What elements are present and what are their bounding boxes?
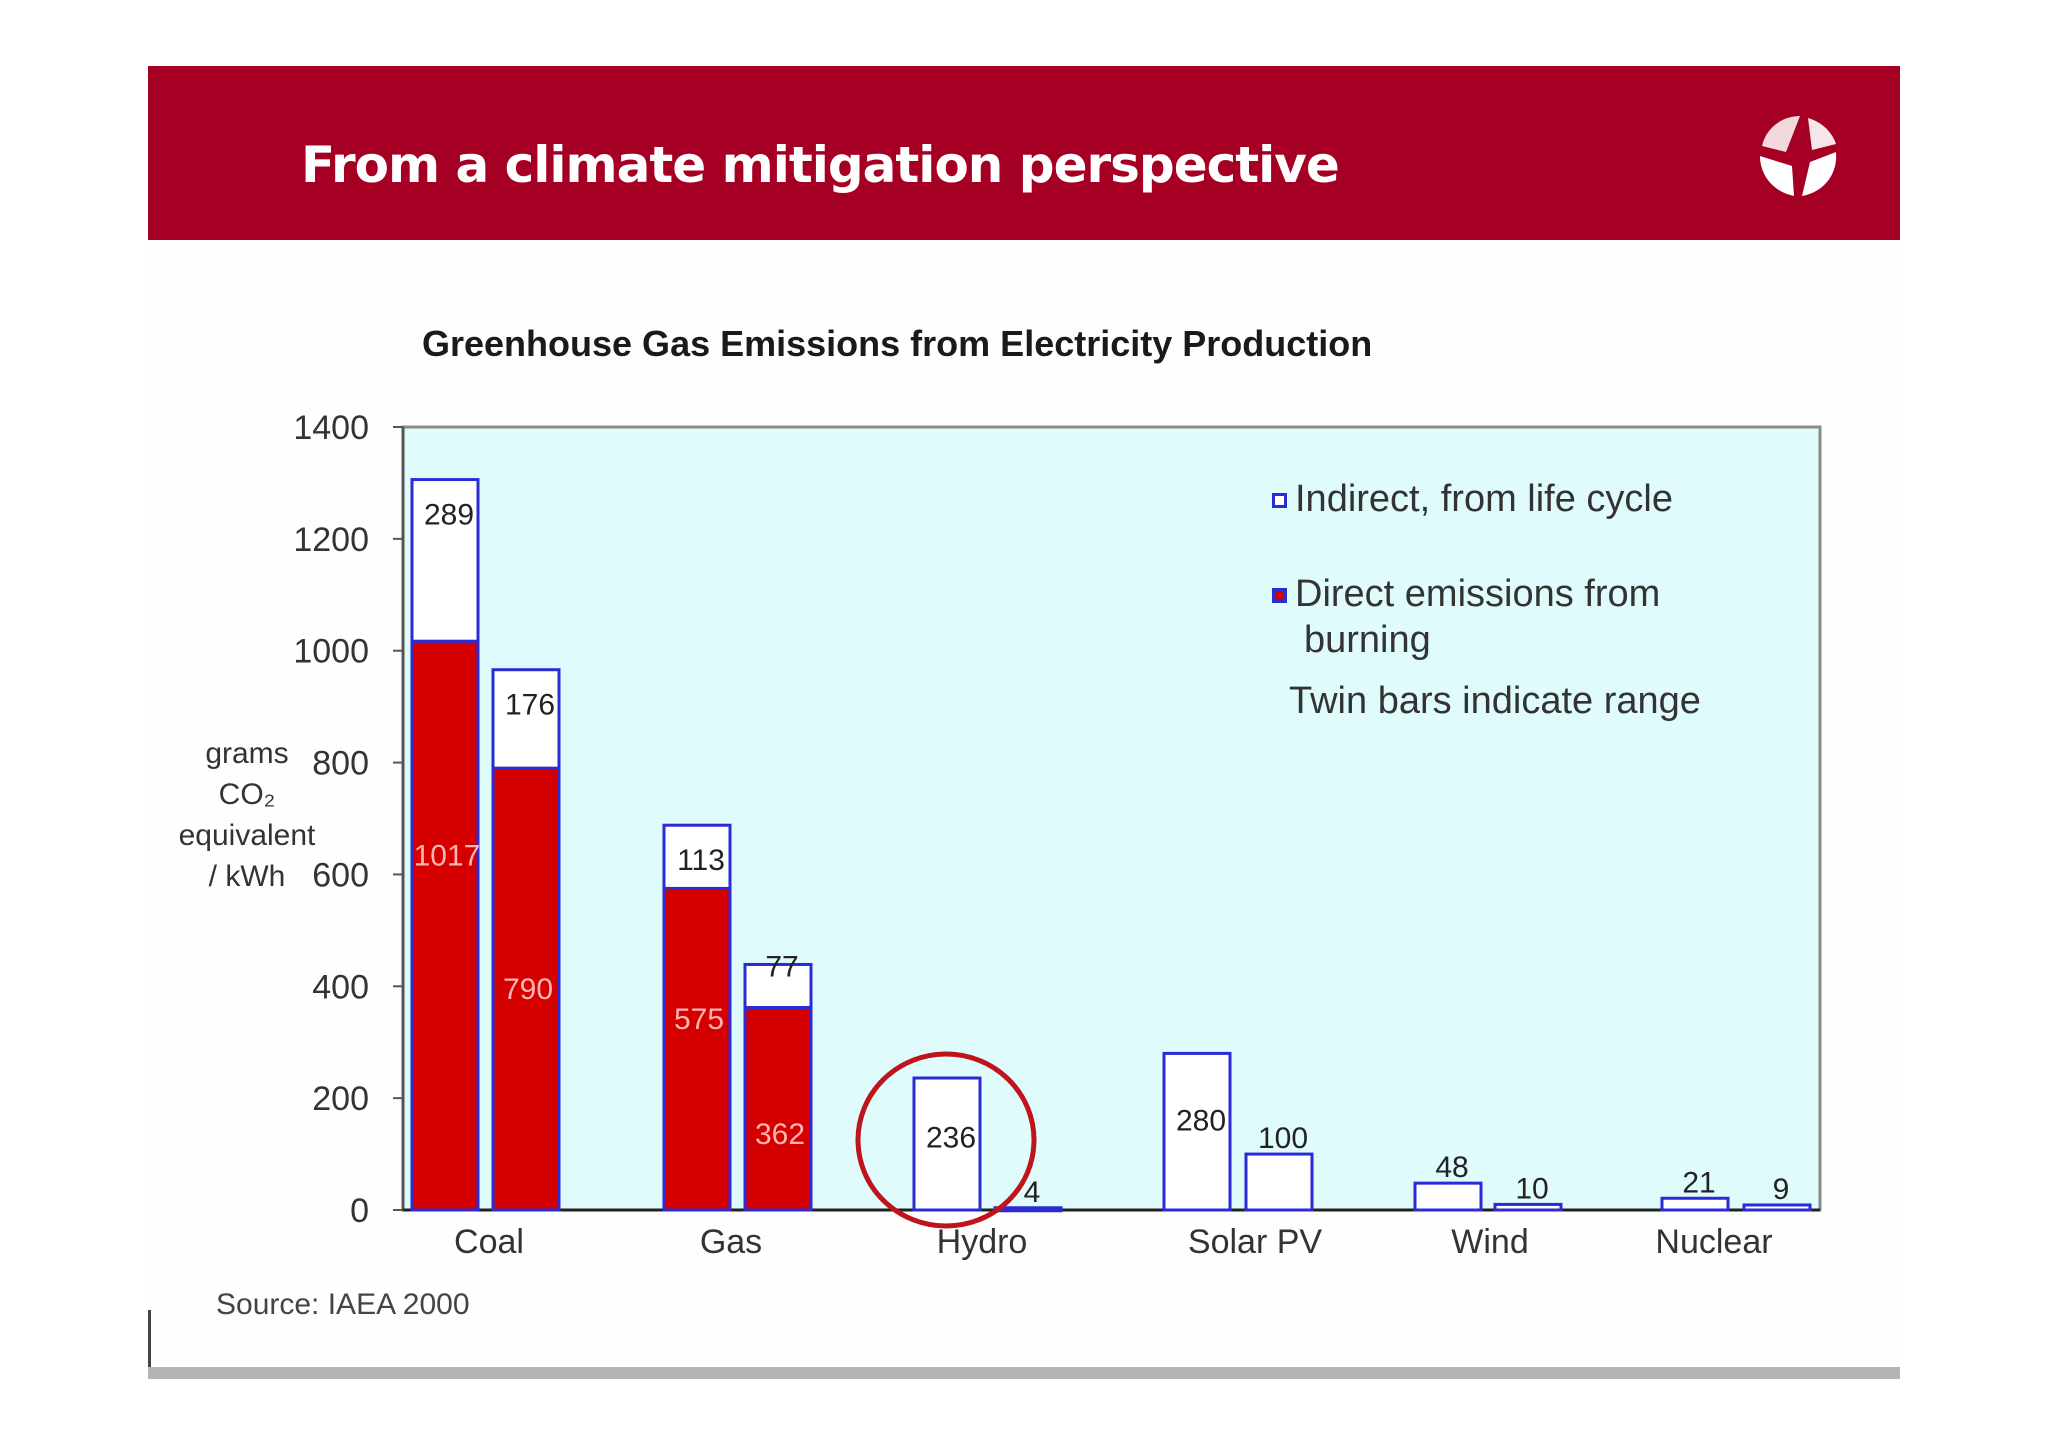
bar-direct (491, 766, 561, 1212)
data-label-indirect: 280 (1176, 1104, 1226, 1137)
y-tick-label: 400 (312, 968, 369, 1006)
data-label-indirect: 176 (505, 689, 555, 722)
bar-indirect (1742, 1203, 1812, 1212)
x-tick-label: Wind (1451, 1223, 1528, 1261)
bar-direct (410, 639, 480, 1212)
bar-indirect (491, 668, 561, 770)
x-tick-label: Gas (700, 1223, 762, 1261)
data-label-indirect: 4 (1024, 1176, 1041, 1209)
bar-indirect (1413, 1181, 1483, 1212)
y-tick-label: 0 (350, 1192, 369, 1230)
data-label-direct: 790 (503, 973, 553, 1006)
data-label-indirect: 289 (424, 499, 474, 532)
y-axis-label-line: grams (205, 737, 289, 770)
bar-indirect (662, 823, 732, 890)
legend-label-indirect: Indirect, from life cycle (1295, 478, 1673, 520)
x-tick-label: Nuclear (1655, 1223, 1772, 1261)
data-label-indirect: 21 (1682, 1166, 1715, 1199)
data-label-direct: 1017 (414, 840, 481, 873)
bar-indirect (1660, 1196, 1730, 1212)
legend-indirect: Indirect, from life cycle (1272, 478, 1673, 521)
data-label-direct: 362 (755, 1118, 805, 1151)
bar-direct (662, 886, 732, 1212)
plot-area (401, 425, 1822, 1212)
x-tick-label: Coal (454, 1223, 524, 1261)
bar-indirect (1162, 1051, 1232, 1212)
data-label-indirect: 48 (1435, 1151, 1468, 1184)
frame-bottom-rule (148, 1367, 1900, 1379)
y-axis-label-line: CO₂ (218, 778, 276, 811)
y-axis-label-line: / kWh (208, 860, 286, 893)
bar-indirect (912, 1076, 982, 1212)
frame-left-rule (148, 1310, 151, 1370)
y-tick-label: 1200 (293, 521, 369, 559)
data-label-indirect: 77 (765, 950, 798, 983)
data-label-indirect: 100 (1258, 1122, 1308, 1155)
legend-swatch-indirect (1272, 493, 1287, 509)
highlight-circle (855, 1051, 1037, 1229)
chart-title: Greenhouse Gas Emissions from Electricit… (422, 323, 1373, 364)
y-tick-label: 200 (312, 1080, 369, 1118)
bar-indirect (1244, 1152, 1314, 1212)
y-tick-label: 600 (312, 856, 369, 894)
bar-indirect (410, 478, 480, 643)
y-tick-label: 1000 (293, 633, 369, 671)
data-label-direct: 575 (674, 1003, 724, 1036)
data-label-indirect: 9 (1773, 1173, 1790, 1206)
chart-source: Source: IAEA 2000 (216, 1288, 470, 1321)
y-axis-label-line: equivalent (178, 819, 316, 852)
data-label-indirect: 236 (926, 1122, 976, 1155)
data-label-indirect: 10 (1515, 1172, 1548, 1205)
data-label-indirect: 113 (677, 844, 725, 877)
legend-label-direct: Direct emissions from (1295, 573, 1661, 615)
legend-swatch-direct (1272, 588, 1287, 604)
bar-indirect (743, 962, 813, 1010)
legend-direct: Direct emissions from (1272, 573, 1660, 616)
slide-header (148, 66, 1900, 240)
brand-logo-icon (1760, 116, 1837, 196)
legend-label-direct-cont: burning (1304, 619, 1431, 661)
x-tick-label: Solar PV (1188, 1223, 1322, 1261)
y-tick-label: 800 (312, 745, 369, 783)
slide-title: From a climate mitigation perspective (301, 136, 1340, 194)
bar-direct (743, 1006, 813, 1212)
x-tick-label: Hydro (937, 1223, 1028, 1261)
bar-indirect (1493, 1202, 1563, 1212)
y-tick-label: 1400 (293, 409, 369, 447)
legend-note: Twin bars indicate range (1289, 680, 1701, 722)
y-axis-label: grams CO₂ equivalent / kWh (162, 733, 332, 897)
